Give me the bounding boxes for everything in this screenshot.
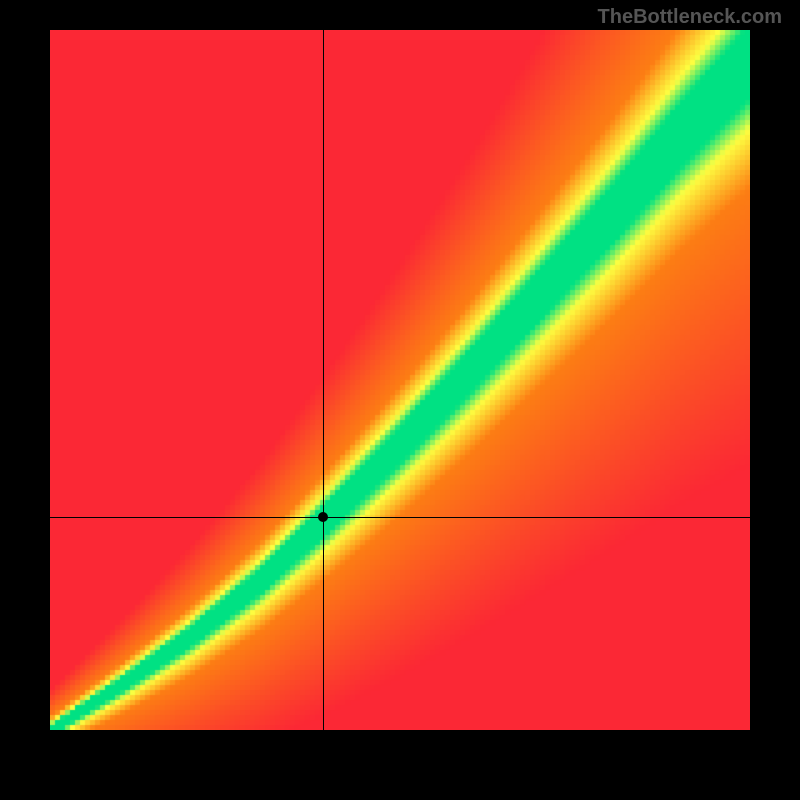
crosshair-vertical <box>323 30 324 730</box>
bottleneck-heatmap <box>50 30 750 730</box>
heatmap-canvas <box>50 30 750 730</box>
watermark-text: TheBottleneck.com <box>598 6 782 29</box>
crosshair-marker <box>318 512 328 522</box>
crosshair-horizontal <box>50 517 750 518</box>
